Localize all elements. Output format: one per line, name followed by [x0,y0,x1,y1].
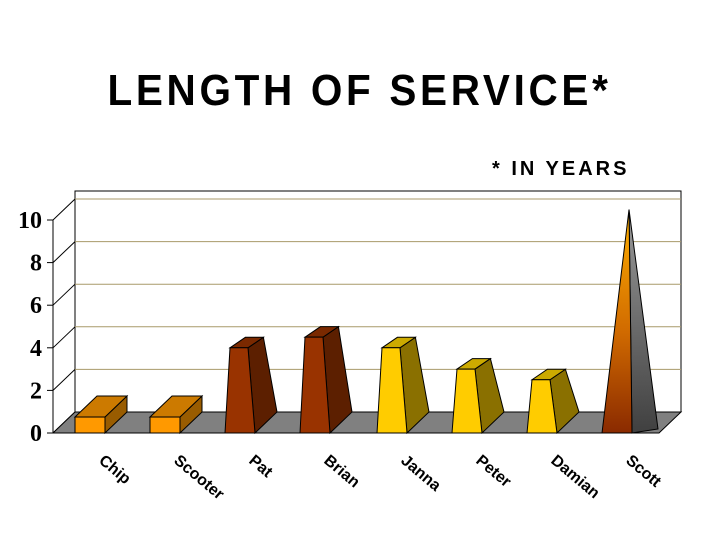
bar-front [376,347,408,434]
x-tick-label: Scott [622,452,664,491]
floor [51,411,683,434]
y-tick-label: 10 [18,208,42,234]
chart-subtitle: * IN YEARS [492,158,630,180]
y-tick-label: 8 [30,251,42,277]
bars [73,209,659,435]
bar-brian [299,325,353,435]
x-tick-label: Brian [320,452,362,491]
bar-front [526,379,558,434]
x-tick-label: Damian [547,452,602,502]
x-tick-label: Janna [397,452,443,495]
y-axis: 0 2 4 6 8 10 [18,208,54,447]
gridlines [52,198,681,391]
back-wall [74,190,682,413]
bar-scott [601,209,659,434]
bar-damian [526,368,580,435]
chart-title: LENGTH OF SERVICE* [107,66,612,115]
bar-front [149,416,181,434]
bar-pat [224,336,278,435]
bar-front [299,336,331,434]
bar-scooter [148,394,204,435]
x-axis-labels: Chip Scooter Pat Brian Janna Peter Damian Scott [95,452,664,503]
bar-front [224,347,256,434]
bar-front [74,416,106,434]
x-tick-label: Chip [95,452,133,488]
bar-front [451,368,483,434]
gridline-side [52,241,76,263]
bar-peter [451,357,505,435]
bar-front [601,209,633,434]
x-tick-label: Peter [472,452,514,491]
x-tick-label: Pat [245,452,276,481]
y-tick-label: 2 [30,378,42,404]
x-tick-label: Scooter [170,452,227,503]
gridline-side [52,283,76,306]
gridline-side [52,198,76,221]
y-tick-label: 4 [30,336,42,362]
bar-janna [376,336,430,435]
y-tick-label: 0 [30,421,42,447]
left-wall [52,191,76,434]
chart-walls [51,190,683,434]
gridline-side [52,326,76,349]
gridline-side [52,369,76,391]
y-tick-label: 6 [30,293,42,319]
bar-chip [73,394,129,435]
